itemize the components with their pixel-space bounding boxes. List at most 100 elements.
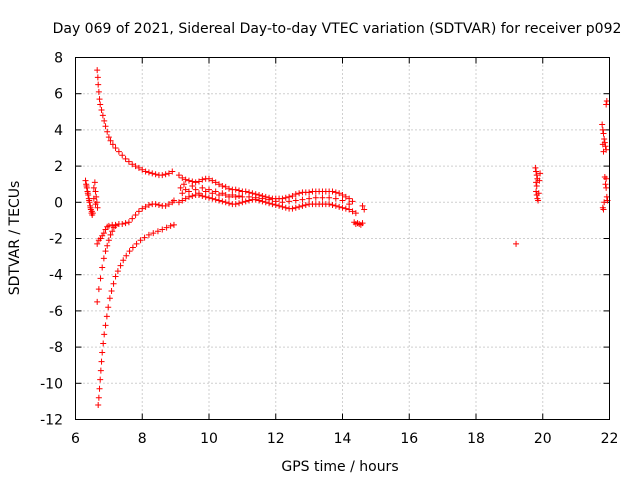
data-point — [226, 185, 233, 192]
data-point — [219, 183, 226, 190]
data-point — [259, 195, 266, 202]
data-point — [603, 97, 610, 104]
data-point — [602, 181, 609, 188]
data-point — [195, 178, 202, 185]
data-point — [229, 192, 236, 199]
data-point — [226, 193, 233, 200]
data-point — [132, 211, 139, 218]
data-point — [256, 197, 263, 204]
data-point — [533, 168, 540, 175]
data-point — [100, 230, 107, 237]
data-point — [109, 141, 116, 148]
data-point — [126, 248, 133, 255]
data-point — [296, 190, 303, 197]
data-point — [94, 298, 101, 305]
data-point — [199, 176, 206, 183]
data-point — [282, 194, 289, 201]
grid — [75, 57, 610, 420]
data-point — [601, 135, 608, 142]
series-upper-decreasing-arc — [94, 67, 176, 179]
y-tick-label: -8 — [49, 340, 63, 356]
data-point — [162, 171, 169, 178]
data-point — [533, 179, 540, 186]
data-point — [256, 192, 263, 199]
series-cluster-21_8 — [599, 97, 611, 213]
data-point — [600, 148, 607, 155]
plot-frame — [75, 57, 610, 420]
data-point — [262, 193, 269, 200]
data-point — [535, 197, 542, 204]
data-point — [114, 268, 121, 275]
data-point — [152, 171, 159, 178]
data-point — [99, 112, 106, 119]
x-axis-label: GPS time / hours — [281, 459, 398, 475]
data-point — [533, 183, 540, 190]
data-point — [329, 188, 336, 195]
data-point — [216, 181, 223, 188]
chart-title: Day 069 of 2021, Sidereal Day-to-day VTE… — [53, 21, 622, 37]
data-point — [532, 164, 539, 171]
data-point — [84, 190, 91, 197]
data-point — [141, 234, 148, 241]
data-point — [102, 248, 109, 255]
data-point — [96, 96, 103, 103]
data-point — [97, 376, 104, 383]
data-point — [103, 313, 110, 320]
data-point — [272, 198, 279, 205]
data-points — [82, 67, 611, 409]
data-point — [125, 219, 132, 226]
data-point — [154, 228, 161, 235]
data-point — [94, 74, 101, 81]
data-point — [133, 240, 140, 247]
data-point — [175, 172, 182, 179]
y-tick-label: 2 — [54, 159, 63, 175]
data-point — [98, 358, 105, 365]
data-point — [139, 166, 146, 173]
data-point — [262, 199, 269, 206]
data-point — [600, 130, 607, 137]
data-point — [129, 161, 136, 168]
data-point — [170, 221, 177, 228]
data-point — [332, 195, 339, 202]
data-point — [99, 349, 106, 356]
data-point — [167, 222, 174, 229]
data-point — [96, 385, 103, 392]
data-point — [361, 206, 368, 213]
data-point — [102, 322, 109, 329]
data-point — [603, 193, 610, 200]
data-point — [289, 205, 296, 212]
data-point — [105, 134, 112, 141]
data-point — [192, 186, 199, 193]
series-cluster-19_8 — [532, 164, 544, 204]
data-point — [95, 394, 102, 401]
data-point — [97, 367, 104, 374]
data-point — [286, 198, 293, 205]
axis-ticks: 6 8 10 12 14 16 18 20 22 -12 -10 -8 -6 -4 -2 0 2 4 6 8 — [40, 51, 618, 448]
data-point — [90, 184, 97, 191]
data-point — [110, 280, 117, 287]
data-point — [346, 201, 353, 208]
data-point — [159, 226, 166, 233]
data-point — [122, 155, 129, 162]
y-tick-label: -2 — [49, 232, 63, 248]
data-point — [222, 192, 229, 199]
data-point — [145, 169, 152, 176]
data-point — [152, 201, 159, 208]
data-point — [239, 199, 246, 206]
data-point — [185, 188, 192, 195]
data-point — [119, 221, 126, 228]
data-point — [339, 197, 346, 204]
y-tick-label: -10 — [40, 376, 63, 392]
data-point — [219, 198, 226, 205]
data-point — [163, 224, 170, 231]
data-point — [102, 123, 109, 130]
data-point — [279, 199, 286, 206]
data-point — [90, 195, 97, 202]
data-point — [108, 287, 115, 294]
data-point — [82, 177, 89, 184]
series-steep-rising-arc — [94, 222, 119, 305]
data-point — [165, 170, 172, 177]
data-point — [107, 137, 114, 144]
data-point — [94, 67, 101, 74]
